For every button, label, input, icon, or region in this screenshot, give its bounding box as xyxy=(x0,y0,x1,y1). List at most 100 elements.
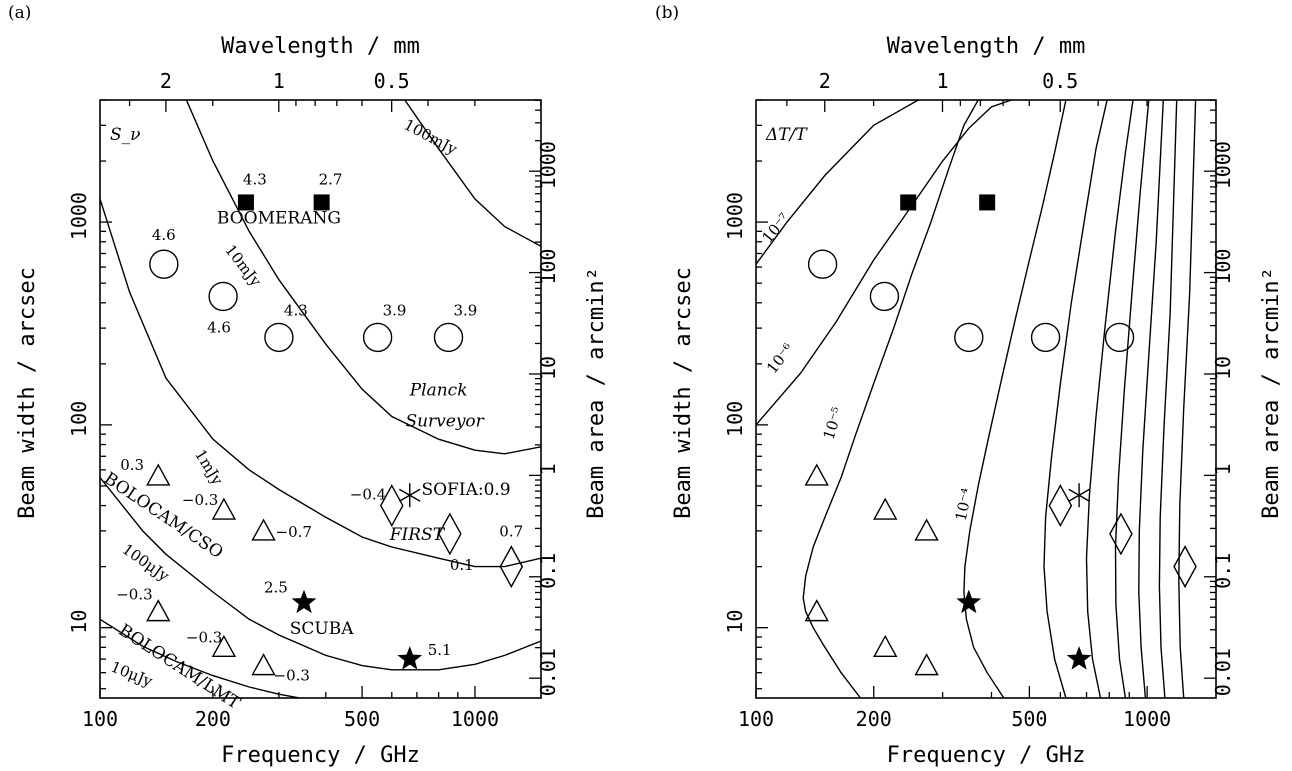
right-axis-title: Beam area / arcmin² xyxy=(584,267,609,519)
triangle-marker xyxy=(914,653,939,676)
star-marker xyxy=(291,589,317,614)
right-tick-label: 0.1 xyxy=(1211,553,1235,589)
top-tick-label: 1 xyxy=(936,69,948,93)
circle-marker xyxy=(954,322,984,353)
contour-label: 10⁻⁷ xyxy=(758,210,793,247)
point-label: 2.7 xyxy=(319,170,343,188)
right-tick-label: 0.01 xyxy=(536,648,560,696)
panel-tag: (b) xyxy=(655,3,679,23)
right-tick-label: 100 xyxy=(1211,249,1235,285)
point-label: −0.4 xyxy=(350,486,386,504)
diamond-marker xyxy=(1048,484,1073,528)
y-axis-title: Beam width / arcsec xyxy=(15,267,40,519)
point-label: 4.3 xyxy=(284,301,308,319)
contour-line xyxy=(802,100,979,698)
right-tick-label: 10 xyxy=(536,356,560,380)
top-axis-title: Wavelength / mm xyxy=(221,34,420,59)
point-label: 4.3 xyxy=(243,170,267,188)
top-tick-label: 2 xyxy=(819,69,831,93)
plot-frame xyxy=(99,99,542,699)
circle-marker xyxy=(807,249,838,279)
plot-frame xyxy=(755,99,1217,699)
top-axis-title: Wavelength / mm xyxy=(887,34,1086,59)
point-label: 0.3 xyxy=(120,456,144,474)
right-tick-label: 100 xyxy=(536,249,560,285)
square-marker xyxy=(313,194,330,211)
right-tick-label: 10 xyxy=(1211,356,1235,380)
top-tick-label: 0.5 xyxy=(1042,69,1078,93)
point-label: −0.3 xyxy=(182,491,218,509)
series-name: Surveyor xyxy=(405,412,484,432)
right-tick-label: 1000 xyxy=(536,141,560,189)
contour-line xyxy=(756,100,919,265)
contour-line xyxy=(404,100,541,247)
contour-line xyxy=(100,618,300,698)
diamond-marker xyxy=(1173,545,1197,589)
diamond-marker xyxy=(499,545,524,589)
contour-label: 10⁻⁵ xyxy=(820,405,847,442)
contour-line xyxy=(963,100,1067,698)
panel-a: (a) 100 200 500 1000 2 1 0.5 10 100 1000 0.01 0.1 1 10… xyxy=(8,3,609,768)
point-label: 4.6 xyxy=(152,226,176,244)
triangle-marker xyxy=(804,599,829,622)
point-label: 0.1 xyxy=(450,556,474,574)
contour-line xyxy=(1138,100,1164,698)
triangle-marker xyxy=(211,497,237,520)
point-label: 3.9 xyxy=(383,301,407,319)
contour-group xyxy=(756,100,1197,698)
point-label: −0.3 xyxy=(274,667,310,685)
contour-line xyxy=(1158,100,1178,698)
series-name: FIRST xyxy=(389,525,446,545)
y-tick-label: 1000 xyxy=(67,192,91,240)
series-name: BOLOCAM/CSO xyxy=(100,469,226,563)
point-label: 5.1 xyxy=(428,641,452,659)
star-marker xyxy=(397,646,423,670)
y-tick-label: 10 xyxy=(723,610,747,634)
circle-marker xyxy=(1104,322,1135,353)
contour-label: 100mJy xyxy=(401,116,461,159)
point-label: −0.7 xyxy=(276,523,312,541)
x-tick-label: 200 xyxy=(856,707,892,731)
x-tick-label: 200 xyxy=(195,707,231,731)
right-tick-label: 1 xyxy=(536,463,560,475)
circle-marker xyxy=(362,322,393,353)
circle-marker xyxy=(433,322,464,353)
diamond-marker xyxy=(1109,512,1133,556)
y-tick-label: 100 xyxy=(723,401,747,437)
y-tick-label: 1000 xyxy=(723,192,747,240)
contour-line xyxy=(100,477,541,671)
right-tick-label: 0.01 xyxy=(1211,648,1235,696)
contour-line xyxy=(756,100,1012,426)
circle-marker xyxy=(1030,322,1061,353)
circle-marker xyxy=(149,249,179,279)
point-label: 4.6 xyxy=(207,318,231,336)
x-tick-label: 100 xyxy=(82,707,118,731)
top-tick-label: 0.5 xyxy=(374,69,410,93)
x-tick-label: 1000 xyxy=(451,707,499,731)
point-label: 0.7 xyxy=(499,523,523,541)
y-axis-title: Beam width / arcsec xyxy=(671,267,696,519)
diamond-marker xyxy=(438,512,462,556)
square-marker xyxy=(237,194,254,211)
contour-line xyxy=(1114,100,1150,698)
contour-group xyxy=(100,100,541,698)
contour-line xyxy=(1085,100,1134,698)
y-tick-label: 100 xyxy=(67,401,91,437)
corner-label: ΔT/T xyxy=(765,125,808,145)
contour-line xyxy=(185,100,541,455)
triangle-marker xyxy=(146,463,171,486)
contour-line xyxy=(100,198,541,568)
triangle-marker xyxy=(914,518,939,541)
series-name: Planck xyxy=(409,380,468,400)
asterisk-marker xyxy=(399,488,421,502)
square-marker xyxy=(979,194,996,211)
triangle-marker xyxy=(211,634,237,658)
circle-marker xyxy=(264,322,294,353)
star-marker xyxy=(956,589,982,614)
circle-marker xyxy=(869,281,900,312)
circle-marker xyxy=(208,281,238,312)
top-tick-label: 1 xyxy=(273,69,285,93)
series-name: BOOMERANG xyxy=(217,208,341,228)
square-marker xyxy=(900,194,917,211)
